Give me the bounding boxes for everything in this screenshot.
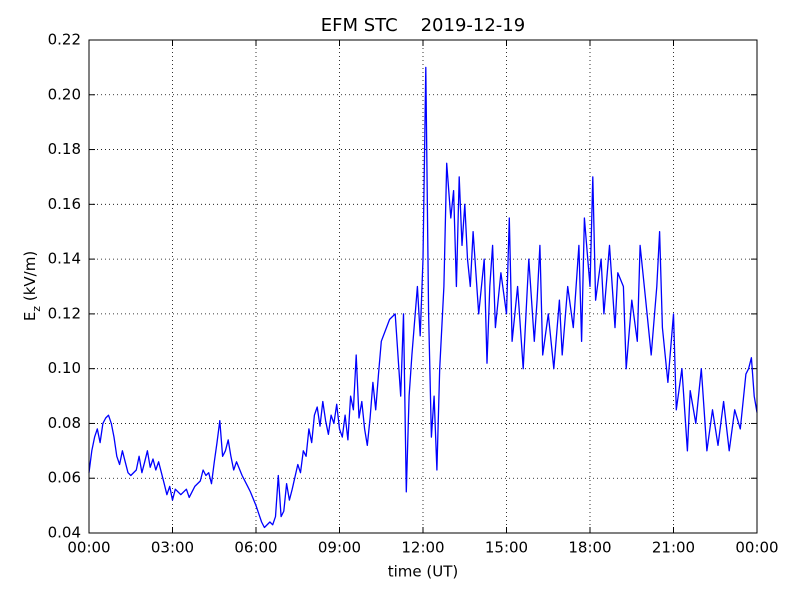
x-tick-label: 15:00 [485, 539, 528, 557]
x-tick-label: 03:00 [151, 539, 194, 557]
x-axis-label: time (UT) [388, 563, 459, 581]
y-tick-label: 0.14 [48, 250, 81, 268]
y-tick-label: 0.16 [48, 195, 81, 213]
y-label-unit: (kV/m) [21, 251, 39, 306]
y-tick-label: 0.22 [48, 31, 81, 49]
data-line [88, 66, 758, 529]
y-tick-label: 0.20 [48, 85, 81, 103]
x-tick-label: 09:00 [318, 539, 361, 557]
y-tick-label: 0.08 [48, 414, 81, 432]
x-tick-label: 00:00 [67, 539, 110, 557]
y-tick-label: 0.12 [48, 304, 81, 322]
y-tick-label: 0.10 [48, 359, 81, 377]
x-tick-label: 06:00 [234, 539, 277, 557]
x-tick-label: 12:00 [401, 539, 444, 557]
y-tick-label: 0.04 [48, 524, 81, 542]
chart-title: EFM STC 2019-12-19 [321, 15, 525, 36]
x-tick-label: 00:00 [735, 539, 778, 557]
y-label-sub: z [30, 306, 43, 312]
x-tick-label: 21:00 [652, 539, 695, 557]
plot-frame [88, 39, 758, 534]
x-tick-label: 18:00 [568, 539, 611, 557]
y-label-base: E [21, 312, 39, 321]
y-axis-label: Ez (kV/m) [21, 251, 43, 321]
y-tick-label: 0.06 [48, 469, 81, 487]
y-tick-label: 0.18 [48, 140, 81, 158]
